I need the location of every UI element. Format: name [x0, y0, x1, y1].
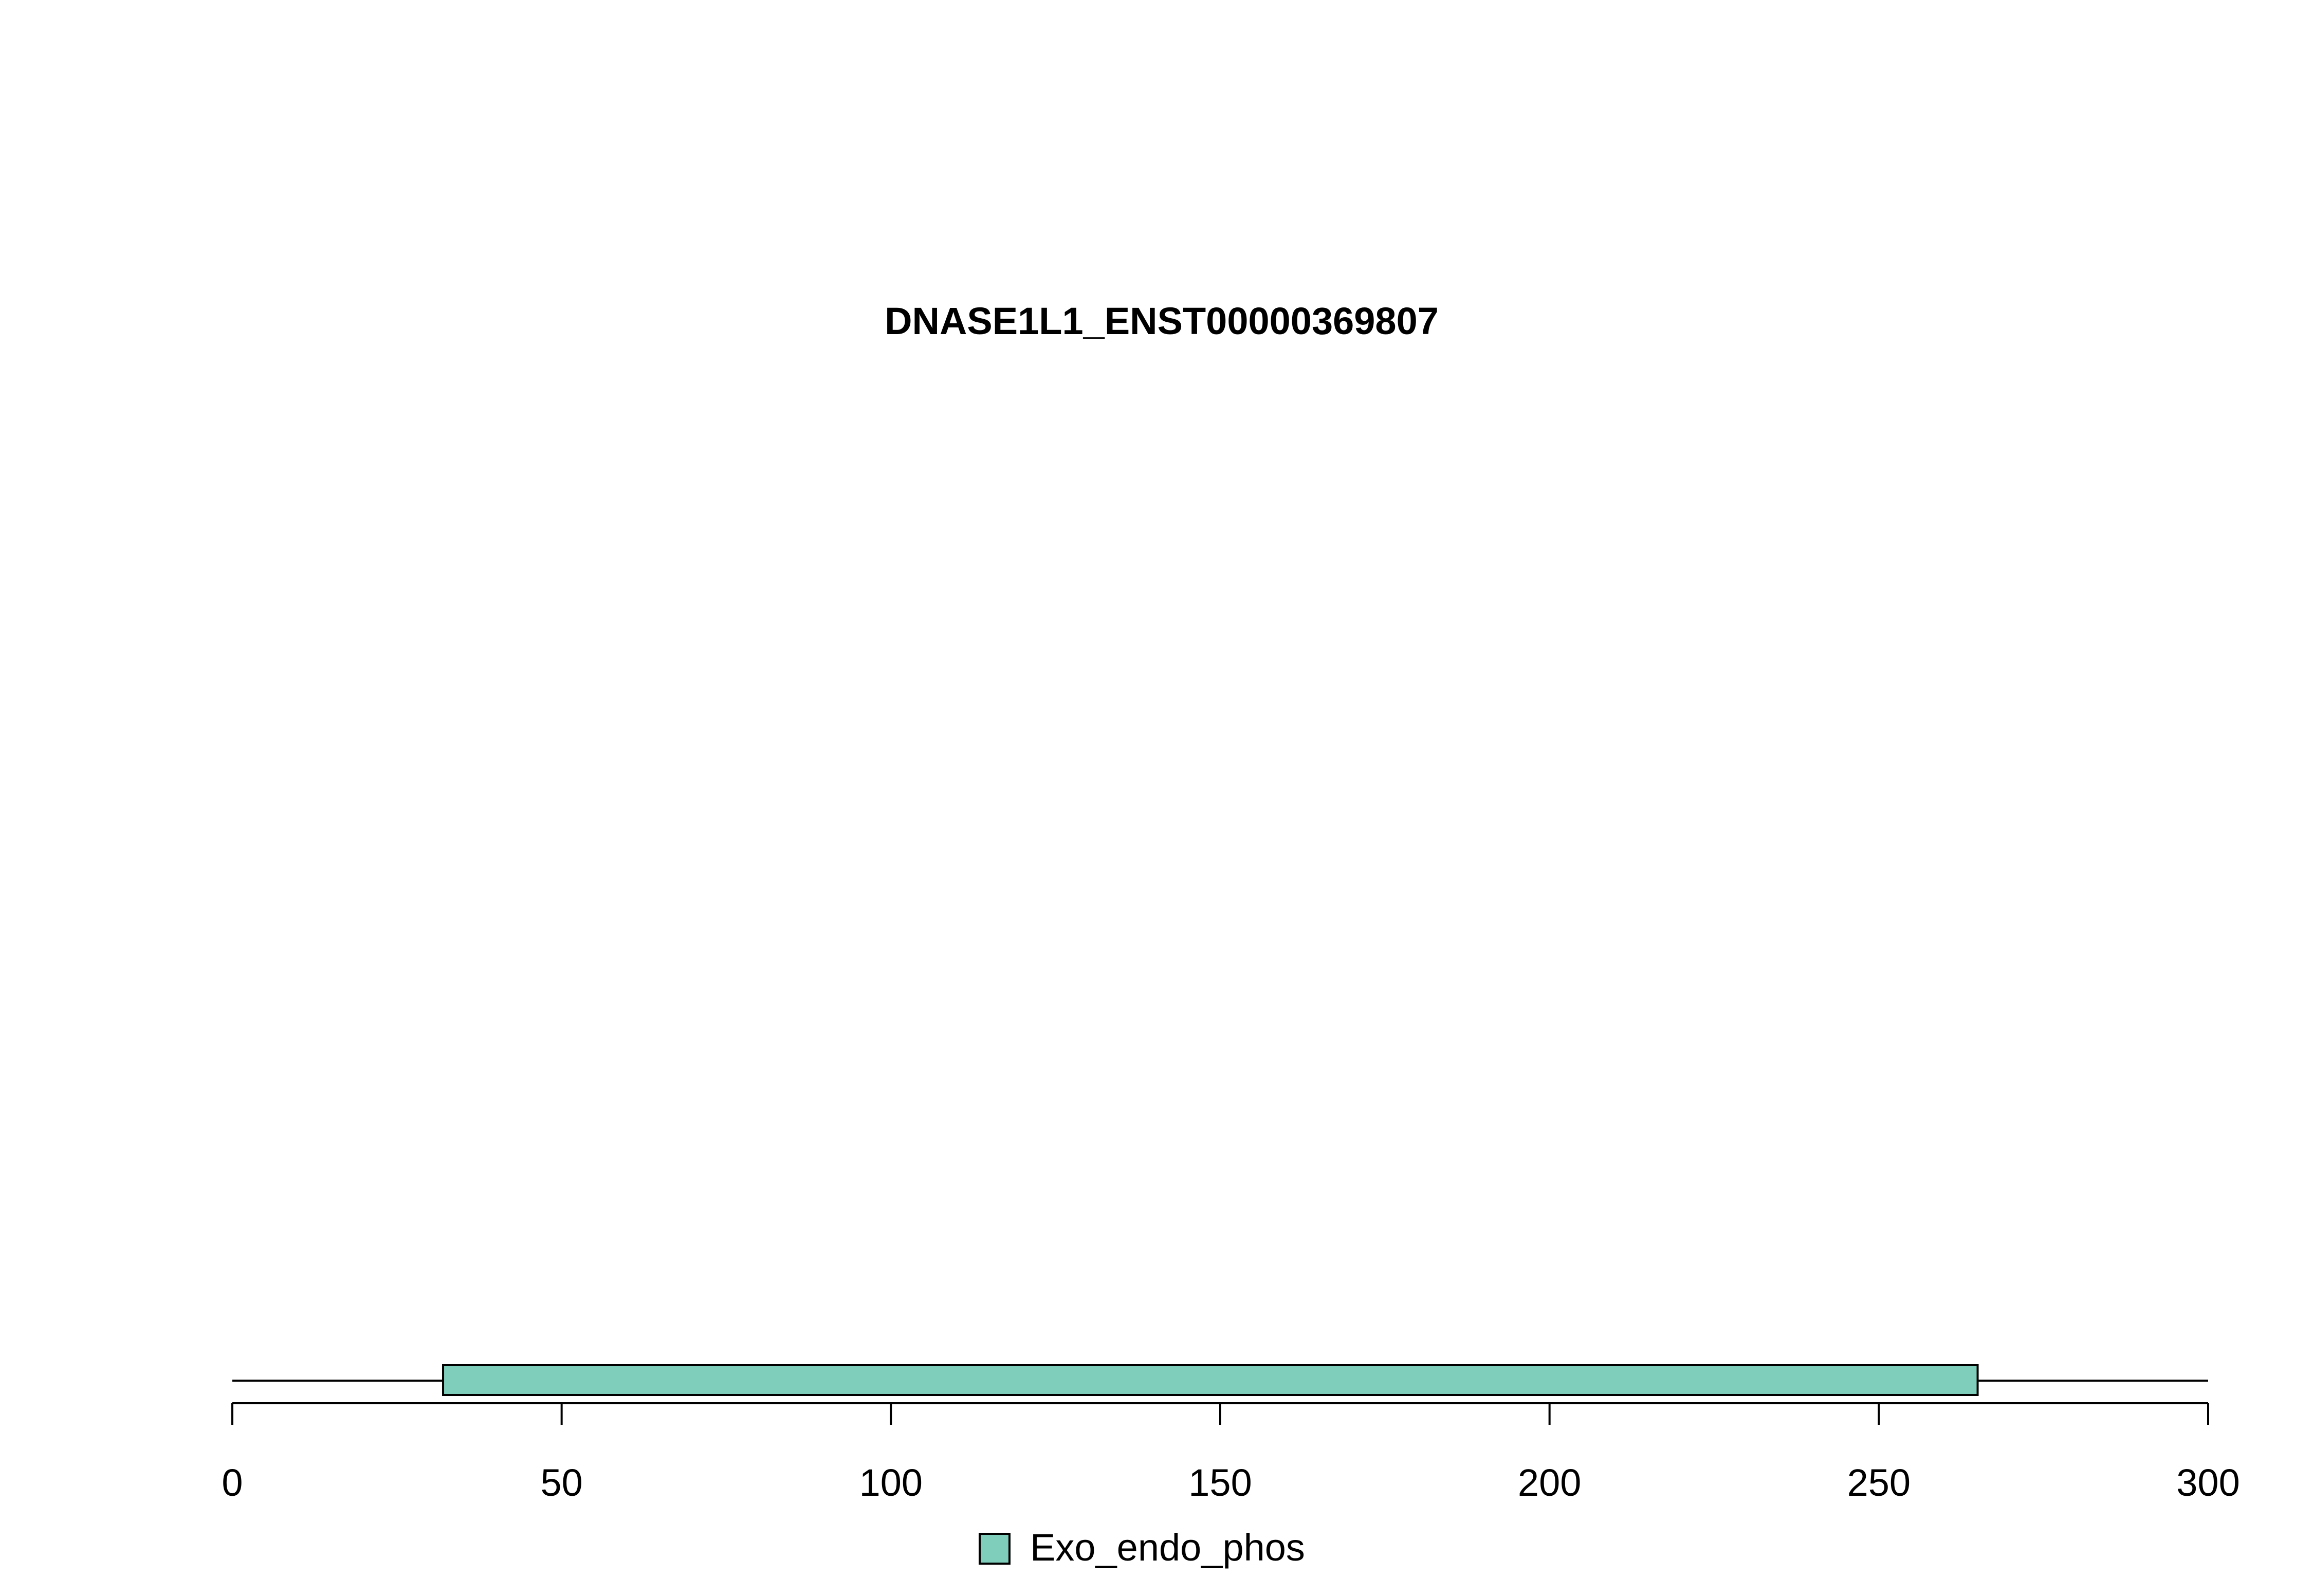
legend-swatch [979, 1533, 1011, 1565]
legend-label: Exo_endo_phos [1030, 1526, 1305, 1569]
x-tick-label: 50 [541, 1461, 583, 1504]
chart-title: DNASE1L1_ENST00000369807 [885, 300, 1439, 342]
x-tick-label: 150 [1188, 1461, 1252, 1504]
x-tick-label: 200 [1518, 1461, 1581, 1504]
x-axis: 0 50 100 150 200 250 300 [222, 1402, 2240, 1504]
legend: Exo_endo_phos [979, 1526, 1305, 1569]
x-tick-label: 100 [859, 1461, 923, 1504]
x-tick-label: 0 [222, 1461, 243, 1504]
domain-bar-exo-endo-phos [442, 1364, 1979, 1396]
x-tick-label: 300 [2176, 1461, 2239, 1504]
x-tick-label: 250 [1847, 1461, 1911, 1504]
domain-layer [442, 1364, 1979, 1396]
